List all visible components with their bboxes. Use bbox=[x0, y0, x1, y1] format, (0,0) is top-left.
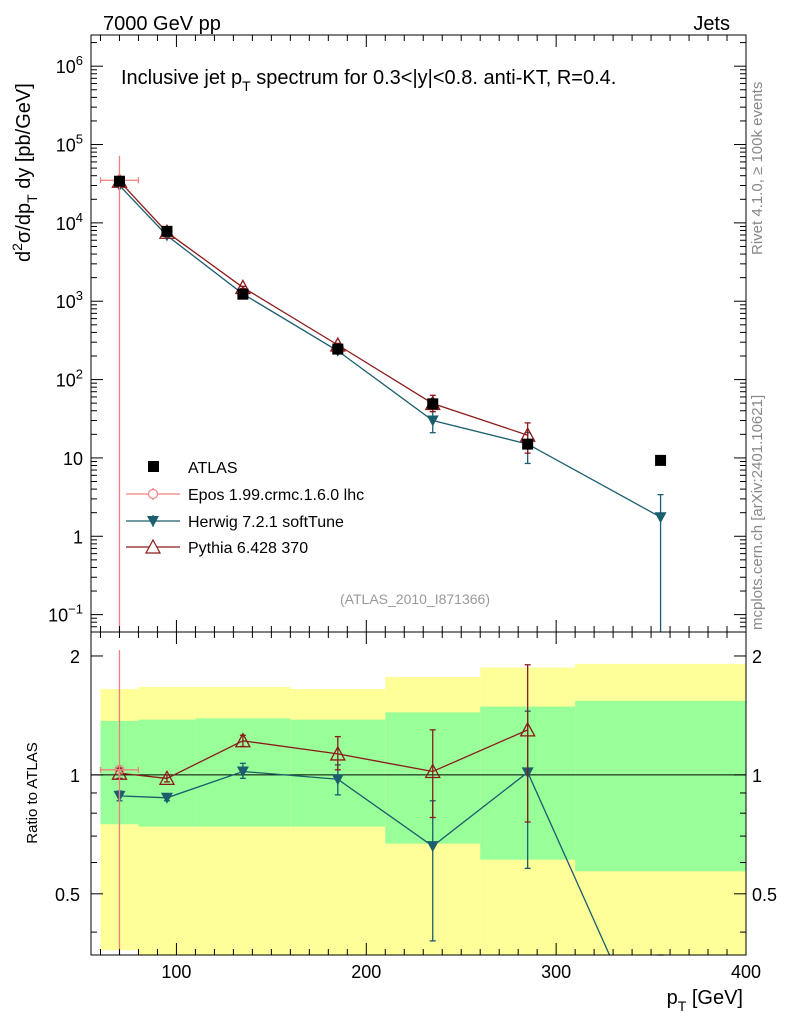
ratio-point-pythia bbox=[424, 763, 441, 779]
main-point-atlas bbox=[113, 175, 125, 187]
main-point-atlas bbox=[427, 398, 439, 410]
legend-entry-epos: Epos 1.99.crmc.1.6.0 lhc bbox=[126, 487, 364, 504]
tick-exponent: 6 bbox=[76, 53, 83, 68]
tick-exponent: −1 bbox=[68, 602, 83, 617]
tick-base: 10 bbox=[56, 136, 76, 156]
ratio-plot-panel: 100 200 300 400 0.5 0.5 1 1 2 2 Ratio to ATLAS pT… bbox=[24, 631, 777, 1014]
legend-entry-pythia: Pythia 6.428 370 bbox=[126, 538, 308, 557]
legend-label-atlas: ATLAS bbox=[188, 460, 238, 477]
ratio-point-pythia bbox=[519, 721, 536, 737]
legend-marker-atlas bbox=[148, 461, 159, 472]
main-y-tick-label: 1 bbox=[73, 527, 83, 547]
tick-base: 10 bbox=[56, 214, 76, 234]
main-plot-title: Inclusive jet pT spectrum for 0.3<|y|<0.… bbox=[121, 67, 616, 94]
ratio-y-tick-label: 1 bbox=[70, 766, 80, 786]
tick-base: 10 bbox=[56, 292, 76, 312]
tick-exponent: 5 bbox=[76, 132, 83, 147]
ratio-y-tick-label-right: 0.5 bbox=[752, 885, 777, 905]
energy-label: 7000 GeV pp bbox=[103, 13, 221, 35]
ratio-point-pythia bbox=[234, 732, 251, 748]
mcplots-source-label: mcplots.cern.ch [arXiv:2401.10621] bbox=[749, 395, 766, 630]
ratio-y-tick-label-right: 2 bbox=[752, 647, 762, 667]
main-y-tick-label: 104 bbox=[56, 210, 83, 234]
ratio-x-tick-label: 400 bbox=[731, 962, 761, 982]
legend-marker-herwig bbox=[147, 516, 159, 527]
ratio-y-axis-label: Ratio to ATLAS bbox=[24, 742, 41, 843]
ratio-y-tick-label-right: 1 bbox=[752, 766, 762, 786]
legend-entry-herwig: Herwig 7.2.1 softTune bbox=[126, 514, 344, 531]
ratio-x-tick-label: 300 bbox=[541, 962, 571, 982]
ratio-point-herwig bbox=[426, 841, 439, 853]
main-point-atlas bbox=[522, 438, 534, 450]
main-series-herwig bbox=[113, 180, 667, 632]
ratio-point-herwig bbox=[331, 774, 344, 786]
main-y-axis-label: d2σ/dpT dy [pb/GeV] bbox=[9, 83, 40, 262]
ratio-y-tick-label: 2 bbox=[70, 647, 80, 667]
category-label: Jets bbox=[693, 13, 730, 35]
ratio-x-tick-label: 100 bbox=[161, 962, 191, 982]
analysis-tag: (ATLAS_2010_I871366) bbox=[340, 591, 490, 607]
ratio-x-tick-label: 200 bbox=[351, 962, 381, 982]
ratio-plot-frame bbox=[90, 631, 747, 956]
main-point-atlas bbox=[237, 288, 249, 300]
tick-exponent: 3 bbox=[76, 288, 83, 303]
ratio-inner-band bbox=[138, 719, 196, 827]
ratio-point-herwig bbox=[236, 766, 249, 778]
ratio-x-axis-label: pT [GeV] bbox=[667, 987, 743, 1014]
legend-marker-epos bbox=[147, 488, 159, 500]
tick-base: 10 bbox=[48, 606, 68, 626]
main-series-atlas bbox=[113, 175, 667, 466]
tick-base: 10 bbox=[56, 371, 76, 391]
legend-label-pythia: Pythia 6.428 370 bbox=[188, 540, 308, 557]
main-y-tick-label: 103 bbox=[56, 288, 83, 312]
ratio-series-epos bbox=[99, 650, 140, 955]
legend-entry-atlas: ATLAS bbox=[148, 460, 238, 477]
main-y-tick-label: 105 bbox=[56, 132, 83, 156]
main-y-tick-label: 10−1 bbox=[48, 602, 83, 626]
tick-exponent: 4 bbox=[76, 210, 83, 225]
ratio-line-pythia bbox=[119, 729, 528, 780]
main-point-atlas bbox=[655, 454, 667, 466]
legend-label-epos: Epos 1.99.crmc.1.6.0 lhc bbox=[188, 487, 364, 504]
legend-marker-pythia bbox=[144, 538, 162, 554]
ratio-point-pythia bbox=[329, 745, 346, 761]
main-point-atlas bbox=[161, 225, 173, 237]
main-point-atlas bbox=[332, 343, 344, 355]
ratio-point-herwig bbox=[160, 792, 173, 804]
tick-exponent: 2 bbox=[76, 367, 83, 382]
ratio-point-pythia bbox=[158, 769, 176, 786]
main-series-pythia bbox=[111, 172, 536, 454]
legend: ATLAS Epos 1.99.crmc.1.6.0 lhc Herwig 7.… bbox=[126, 460, 364, 557]
main-y-tick-label: 106 bbox=[56, 53, 83, 77]
main-line-pythia bbox=[119, 180, 528, 436]
legend-label-herwig: Herwig 7.2.1 softTune bbox=[188, 514, 344, 531]
ratio-point-epos bbox=[114, 764, 125, 775]
main-point-herwig bbox=[654, 512, 667, 524]
main-y-tick-label: 10 bbox=[63, 449, 83, 469]
ratio-inner-band bbox=[575, 700, 746, 872]
ratio-y-tick-label: 0.5 bbox=[55, 885, 80, 905]
main-series-epos bbox=[99, 155, 140, 632]
main-point-herwig bbox=[426, 415, 439, 427]
tick-base: 10 bbox=[56, 57, 76, 77]
rivet-version-label: Rivet 4.1.0, ≥ 100k events bbox=[749, 82, 766, 255]
main-y-tick-label: 102 bbox=[56, 367, 83, 391]
